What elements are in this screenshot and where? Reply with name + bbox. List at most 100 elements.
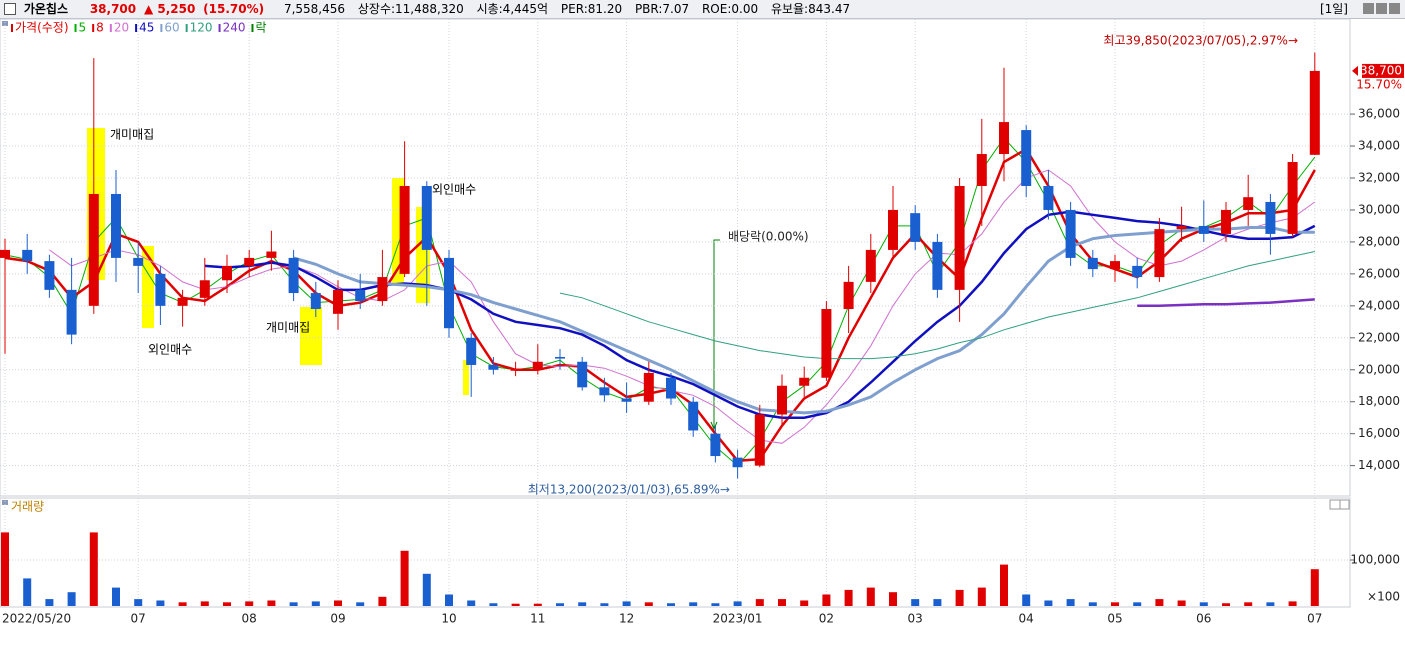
volume-bar bbox=[445, 594, 453, 606]
change: ▲ 5,250 bbox=[143, 2, 196, 16]
legend-swatch bbox=[218, 24, 221, 32]
volume-bar bbox=[822, 594, 831, 606]
volume-bar bbox=[89, 532, 98, 606]
candle-body bbox=[999, 122, 1009, 155]
period[interactable]: [1일] bbox=[1319, 2, 1348, 16]
roe: ROE:0.00 bbox=[701, 2, 759, 16]
y-tick-label: 28,000 bbox=[1358, 234, 1400, 248]
x-tick-label: 09 bbox=[330, 612, 345, 626]
volume-bar bbox=[977, 587, 986, 606]
annotation: 개미매집 bbox=[266, 321, 310, 335]
y-tick-label: 22,000 bbox=[1358, 330, 1400, 344]
volume-bar bbox=[400, 550, 409, 606]
volume-bar bbox=[733, 601, 742, 606]
candle-body bbox=[88, 193, 99, 306]
volume-bar bbox=[933, 599, 942, 606]
volume-bar bbox=[1088, 602, 1097, 606]
candle-body bbox=[111, 193, 121, 258]
candle-body bbox=[532, 361, 543, 370]
pbr: PBR:7.07 bbox=[634, 2, 690, 16]
price: 38,700 bbox=[89, 2, 137, 16]
legend-entry: 락 bbox=[255, 21, 266, 35]
candle-body bbox=[1132, 265, 1143, 278]
y-tick-label: 100,000 bbox=[1350, 553, 1400, 567]
volume-bar bbox=[134, 599, 143, 606]
volume-bar bbox=[667, 603, 675, 606]
y-tick-label: 32,000 bbox=[1358, 171, 1400, 185]
candle-body bbox=[577, 361, 588, 388]
candle-body bbox=[310, 293, 321, 310]
x-tick-label: 03 bbox=[908, 612, 923, 626]
volume-bar bbox=[755, 599, 764, 606]
reserve: 유보율:843.47 bbox=[770, 2, 851, 16]
panel-button[interactable] bbox=[1329, 499, 1341, 510]
legend-swatch bbox=[160, 24, 163, 32]
legend-entry: 45 bbox=[139, 21, 154, 35]
volume-bar bbox=[1222, 603, 1230, 606]
checkbox[interactable] bbox=[4, 3, 16, 15]
moving-average bbox=[49, 169, 1316, 444]
volume-bar bbox=[1244, 602, 1253, 606]
volume-bar bbox=[889, 592, 897, 606]
candle-body bbox=[843, 281, 854, 310]
legend-swatch bbox=[135, 24, 138, 32]
candle-body bbox=[710, 433, 721, 457]
candle-body bbox=[932, 241, 943, 290]
volume-bar bbox=[533, 603, 542, 606]
volume-bar bbox=[289, 602, 298, 606]
volume-bar bbox=[800, 600, 809, 606]
stock-name: 가온칩스 bbox=[23, 2, 68, 16]
candle-body bbox=[1176, 225, 1187, 230]
legend-entry: 120 bbox=[190, 21, 213, 35]
candle-body bbox=[199, 280, 210, 298]
highlight bbox=[300, 307, 322, 365]
candle-body bbox=[1021, 130, 1032, 186]
volume-bar bbox=[1111, 602, 1119, 606]
listed: 상장수:11,488,320 bbox=[357, 2, 464, 16]
volume-bar bbox=[67, 592, 76, 606]
legend-entry: 60 bbox=[164, 21, 179, 35]
candle-body bbox=[1043, 185, 1054, 210]
candle-body bbox=[1110, 261, 1120, 270]
candle-body bbox=[754, 414, 765, 466]
volume: 7,558,456 bbox=[283, 2, 346, 16]
volume-bar bbox=[778, 599, 786, 606]
annotation: 최저13,200(2023/01/03),65.89%→ bbox=[528, 483, 730, 497]
candle-body bbox=[555, 356, 565, 359]
y-tick-label: 24,000 bbox=[1358, 298, 1400, 312]
x-tick-label: 08 bbox=[242, 612, 257, 626]
price-panel bbox=[0, 18, 1351, 497]
x-tick-label: 10 bbox=[441, 612, 456, 626]
volume-bar bbox=[422, 573, 431, 606]
volume-bar bbox=[156, 600, 165, 606]
y-tick-label: 30,000 bbox=[1358, 202, 1400, 216]
y-tick-label: 20,000 bbox=[1358, 362, 1400, 376]
annotation: 외인매수 bbox=[432, 183, 476, 197]
candle-body bbox=[777, 385, 787, 415]
x-tick-label: 07 bbox=[131, 612, 146, 626]
volume-bar bbox=[223, 602, 231, 606]
volume-bar bbox=[1266, 602, 1275, 606]
y-tick-label: 34,000 bbox=[1358, 139, 1400, 153]
legend-swatch bbox=[109, 24, 112, 32]
y-tick-label: 36,000 bbox=[1358, 107, 1400, 121]
candle-body bbox=[244, 257, 255, 266]
candle-body bbox=[377, 277, 388, 302]
candle-body bbox=[1309, 70, 1320, 155]
window-buttons[interactable] bbox=[1363, 3, 1401, 14]
volume-bar bbox=[911, 599, 920, 606]
candle-body bbox=[66, 289, 77, 335]
candle-body bbox=[1087, 257, 1098, 270]
y-tick-label: 14,000 bbox=[1358, 458, 1400, 472]
candle-body bbox=[1065, 209, 1076, 258]
moving-average bbox=[559, 251, 1315, 360]
annotation: 배당락(0.00%) bbox=[728, 230, 809, 244]
panel-icon bbox=[2, 21, 8, 26]
volume-bar bbox=[334, 600, 342, 606]
panel-button[interactable] bbox=[1339, 499, 1350, 510]
volume-bar bbox=[1066, 599, 1075, 606]
volume-bar bbox=[556, 603, 564, 606]
legend-entry: 240 bbox=[223, 21, 246, 35]
